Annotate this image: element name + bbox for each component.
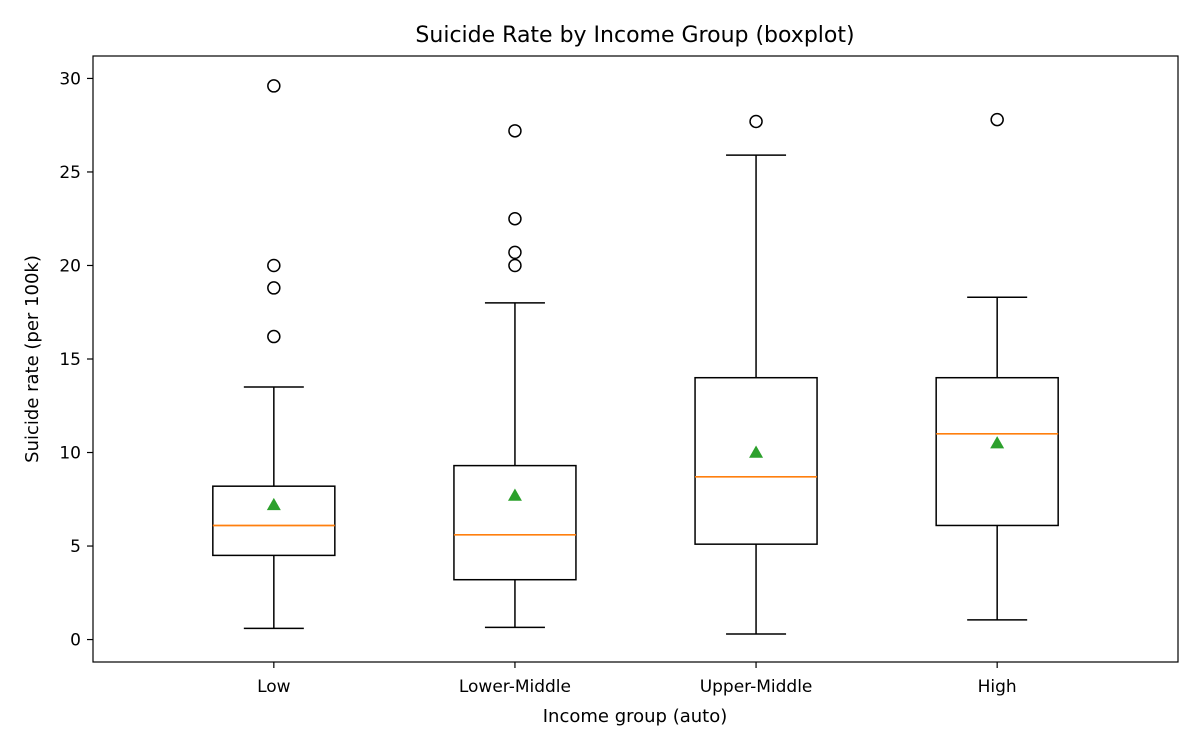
box-3 [694, 114, 818, 635]
y-tick-label: 15 [59, 350, 81, 370]
x-tick-label: High [978, 677, 1017, 697]
mean-marker [507, 488, 522, 501]
mean-marker [990, 436, 1005, 449]
y-tick-label: 25 [59, 163, 81, 183]
box-2 [453, 124, 577, 629]
outlier-point [267, 79, 281, 93]
y-tick-label: 30 [59, 69, 81, 89]
x-tick-label: Lower-Middle [459, 677, 571, 697]
outlier-point [749, 114, 763, 129]
x-axis: Low Lower-Middle Upper-Middle High [257, 662, 1017, 697]
box-4 [935, 112, 1059, 621]
outlier-point [267, 329, 281, 344]
outlier-point [990, 112, 1004, 127]
outlier-point [508, 124, 522, 138]
outlier-point [267, 281, 281, 295]
plot-area [92, 55, 1179, 663]
box-iqr [453, 464, 577, 581]
box-1 [212, 79, 336, 630]
x-tick-label: Low [257, 677, 291, 697]
y-tick-label: 5 [70, 537, 81, 557]
box-iqr [694, 376, 818, 545]
y-tick-label: 20 [59, 256, 81, 276]
outlier-point [508, 245, 522, 260]
y-axis: 0 5 10 15 20 25 30 [59, 69, 93, 651]
mean-marker [266, 497, 281, 511]
y-axis-label: Suicide rate (per 100k) [22, 255, 43, 463]
y-tick-label: 10 [59, 444, 81, 464]
chart-title: Suicide Rate by Income Group (boxplot) [415, 23, 854, 48]
y-tick-label: 0 [70, 631, 81, 651]
outlier-point [267, 258, 281, 273]
mean-marker [749, 445, 764, 458]
box-iqr [212, 485, 336, 557]
box-iqr [935, 376, 1059, 527]
x-axis-label: Income group (auto) [543, 706, 728, 727]
outlier-point [508, 258, 522, 273]
outlier-point [508, 211, 522, 226]
boxes-group [212, 79, 1059, 635]
x-tick-label: Upper-Middle [700, 677, 813, 697]
